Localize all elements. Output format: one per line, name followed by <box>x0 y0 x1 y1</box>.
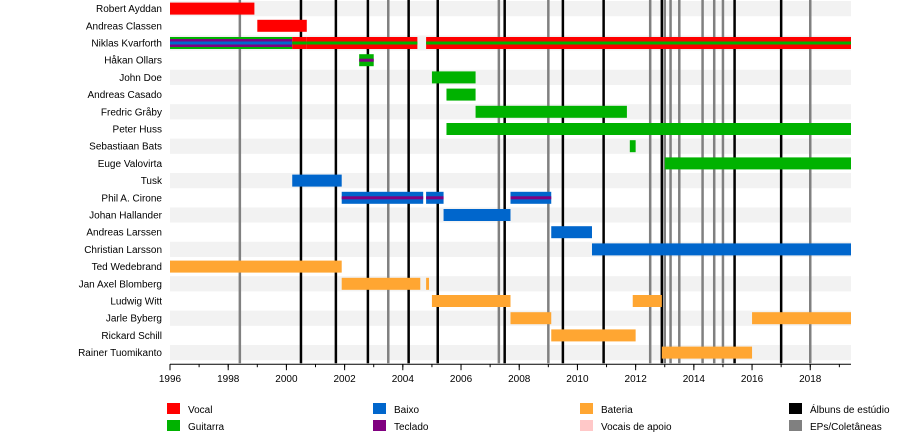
row-background <box>170 173 851 189</box>
x-axis-tick-label: 2002 <box>333 374 356 385</box>
x-axis-tick-label: 1996 <box>159 374 182 385</box>
legend-swatch-eps <box>789 420 802 431</box>
member-name-label: Ludwig Witt <box>110 297 162 308</box>
member-name-label: Niklas Kvarforth <box>91 39 162 50</box>
x-axis-tick-label: 2012 <box>625 374 648 385</box>
member-bar-bateria <box>551 329 636 342</box>
member-name-label: Fredric Gråby <box>101 106 162 118</box>
member-name-label: Jarle Byberg <box>106 314 162 325</box>
member-stripe-teclado <box>510 196 552 200</box>
legend-label-teclado: Teclado <box>394 422 429 433</box>
row-background <box>170 276 851 292</box>
member-name-label: Rainer Tuomikanto <box>78 348 162 359</box>
member-bar-vocal <box>170 2 255 15</box>
member-name-label: Sebastiaan Bats <box>89 142 162 153</box>
legend-label-vocal: Vocal <box>188 405 212 416</box>
member-name-label: Håkan Ollars <box>104 55 162 67</box>
member-name-label: Euge Valovirta <box>98 159 163 170</box>
row-background <box>170 69 851 85</box>
member-name-label: Ted Wedebrand <box>92 262 162 273</box>
member-stripe-teclado <box>426 196 444 200</box>
member-bar-baixo <box>591 243 851 256</box>
member-name-label: Phil A. Cirone <box>101 193 162 204</box>
member-bar-vocal <box>257 19 307 32</box>
x-axis-tick-label: 2004 <box>392 374 415 385</box>
member-name-label: Jan Axel Blomberg <box>79 279 162 290</box>
member-bar-baixo <box>443 209 511 221</box>
member-name-label: Andreas Classen <box>86 21 162 32</box>
member-bar-bateria <box>752 312 851 325</box>
member-bar-baixo <box>551 226 592 239</box>
x-axis-tick-label: 2008 <box>508 374 531 385</box>
member-bar-guitarra <box>446 88 476 101</box>
member-bar-guitarra <box>431 71 476 84</box>
legend-swatch-teclado <box>373 420 386 431</box>
legend-label-baixo: Baixo <box>394 405 419 416</box>
member-bar-guitarra <box>664 157 851 170</box>
member-name-label: Peter Huss <box>113 125 162 136</box>
member-bar-bateria <box>661 346 753 359</box>
legend-label-vocais_apoio: Vocais de apoio <box>601 422 672 433</box>
member-name-label: Andreas Casado <box>88 90 163 101</box>
member-stripe-guitarra <box>170 37 293 39</box>
x-axis-tick-label: 2000 <box>275 374 298 385</box>
member-bar-guitarra <box>629 140 636 153</box>
x-axis-tick-label: 2010 <box>566 374 589 385</box>
member-bar-bateria <box>341 277 421 290</box>
x-axis-tick-label: 2018 <box>799 374 822 385</box>
member-bar-bateria <box>426 277 430 290</box>
member-bar-baixo <box>292 174 342 187</box>
member-bar-bateria <box>632 295 662 307</box>
legend-label-guitarra: Guitarra <box>188 422 225 433</box>
legend-swatch-guitarra <box>167 420 180 431</box>
legend-swatch-baixo <box>373 403 386 414</box>
member-bar-guitarra <box>475 105 627 118</box>
member-stripe-guitarra <box>292 41 307 45</box>
member-stripe-teclado <box>359 58 374 62</box>
member-name-label: Andreas Larssen <box>86 228 162 239</box>
member-stripe-baixo <box>170 41 293 45</box>
x-axis-tick-label: 2006 <box>450 374 473 385</box>
member-name-label: Johan Hallander <box>89 211 162 222</box>
legend-label-albuns: Álbuns de estúdio <box>810 403 890 416</box>
legend-label-eps: EPs/Coletâneas <box>810 422 882 433</box>
member-bar-guitarra <box>446 123 851 135</box>
legend-swatch-albuns <box>789 403 802 414</box>
member-bar-bateria <box>510 312 552 325</box>
legend-label-bateria: Bateria <box>601 405 633 416</box>
member-name-label: Rickard Schill <box>101 331 162 342</box>
member-stripe-guitarra <box>426 41 851 45</box>
x-axis-tick-label: 2016 <box>741 374 764 385</box>
x-axis-tick-label: 2014 <box>683 374 706 385</box>
member-name-label: Tusk <box>141 176 163 187</box>
member-stripe-teclado <box>341 196 424 200</box>
member-stripe-guitarra <box>306 41 418 45</box>
legend-swatch-vocais_apoio <box>580 420 593 431</box>
member-name-label: Robert Ayddan <box>96 4 162 15</box>
member-bar-bateria <box>431 295 511 307</box>
legend-swatch-bateria <box>580 403 593 414</box>
member-name-label: Christian Larsson <box>84 245 162 256</box>
member-stripe-guitarra <box>170 47 293 49</box>
member-name-label: John Doe <box>119 73 162 84</box>
legend-swatch-vocal <box>167 403 180 414</box>
row-background <box>170 1 851 17</box>
x-axis-tick-label: 1998 <box>217 374 240 385</box>
member-bar-bateria <box>170 260 342 273</box>
row-background <box>170 138 851 154</box>
